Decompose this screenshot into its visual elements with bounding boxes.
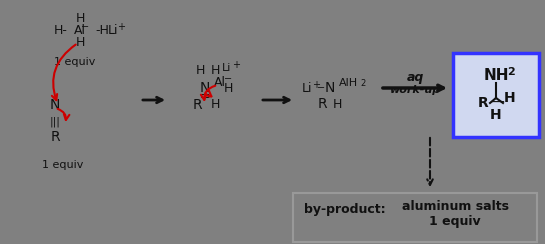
- Text: H: H: [210, 63, 220, 77]
- Text: 1 equiv: 1 equiv: [429, 215, 481, 228]
- Text: NH: NH: [483, 68, 508, 82]
- Text: AlH: AlH: [338, 78, 358, 88]
- Text: aq: aq: [407, 71, 423, 84]
- Text: R: R: [477, 96, 488, 110]
- Text: H: H: [490, 108, 502, 122]
- Text: H: H: [332, 98, 342, 111]
- FancyBboxPatch shape: [293, 193, 537, 242]
- Text: H: H: [210, 99, 220, 112]
- Text: −: −: [224, 74, 232, 84]
- Text: =: =: [199, 91, 210, 103]
- Text: R: R: [317, 97, 327, 111]
- Text: +: +: [117, 22, 125, 32]
- Text: −: −: [317, 83, 325, 93]
- Text: Al: Al: [214, 75, 226, 89]
- Text: Li: Li: [108, 23, 118, 37]
- Text: 2: 2: [507, 67, 515, 77]
- FancyBboxPatch shape: [453, 53, 539, 137]
- Text: |||: |||: [50, 117, 60, 127]
- Text: +: +: [232, 60, 240, 70]
- Text: N: N: [200, 81, 210, 95]
- Text: -H: -H: [95, 23, 109, 37]
- Text: N: N: [50, 98, 60, 112]
- Text: R: R: [192, 98, 202, 112]
- Text: H: H: [195, 63, 205, 77]
- Text: work-up: work-up: [389, 85, 440, 95]
- Text: aluminum salts: aluminum salts: [402, 201, 508, 214]
- Text: N: N: [325, 81, 335, 95]
- Text: 2: 2: [360, 79, 366, 88]
- Text: —: —: [490, 96, 504, 110]
- Text: −: −: [81, 22, 89, 32]
- Text: H: H: [504, 91, 516, 105]
- Text: R: R: [50, 130, 60, 144]
- Text: Al: Al: [74, 23, 86, 37]
- Text: Li: Li: [222, 63, 232, 73]
- Text: H: H: [75, 37, 84, 50]
- Text: H: H: [223, 81, 233, 94]
- Text: H: H: [75, 11, 84, 24]
- Text: Li: Li: [302, 81, 312, 94]
- Text: by-product:: by-product:: [304, 203, 386, 216]
- Text: H-: H-: [54, 23, 68, 37]
- Text: +: +: [312, 80, 320, 90]
- Text: 1 equiv: 1 equiv: [42, 160, 83, 170]
- Text: 1 equiv: 1 equiv: [54, 57, 96, 67]
